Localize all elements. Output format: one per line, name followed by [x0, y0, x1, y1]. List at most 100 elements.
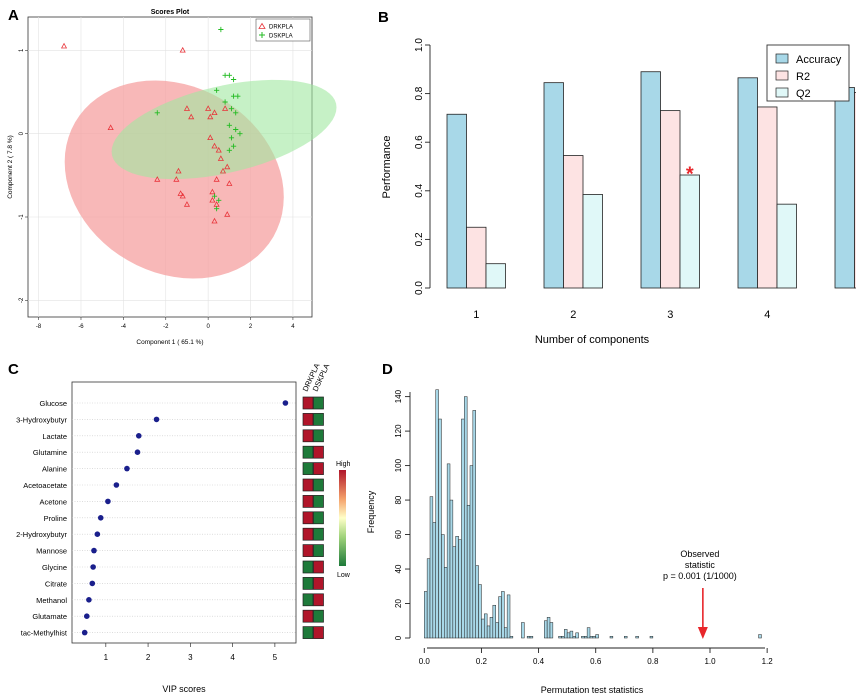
drkpla-point [213, 176, 220, 182]
vip-heatmap [302, 396, 324, 639]
drkpla-point [188, 113, 195, 120]
observed-arrow-head [697, 627, 708, 639]
vip-dot [282, 400, 289, 406]
vip-dot [89, 580, 96, 587]
bar-accuracy-2 [543, 82, 564, 289]
dskpla-point [218, 26, 224, 33]
heatmap-cell [302, 445, 314, 459]
histogram-bar [575, 632, 579, 639]
histogram-xlabel: Permutation test statistics [541, 685, 644, 695]
histogram-bar [635, 636, 639, 639]
vip-dot [97, 515, 104, 521]
histogram-y-tick-label: 140 [394, 389, 403, 403]
scores-x-tick-label: -6 [78, 324, 84, 330]
performance-xlabel: Number of components [535, 334, 650, 346]
drkpla-point [217, 155, 224, 161]
histogram-bar [424, 591, 428, 639]
scores-plot-title: Scores Plot [151, 9, 190, 16]
performance-y-tick-label: 0.8 [414, 86, 425, 100]
heatmap-cell [313, 626, 324, 639]
histogram-y-tick-label: 100 [394, 458, 403, 472]
vip-dot [124, 465, 130, 472]
histogram-bar [461, 418, 465, 639]
heatmap-cell [302, 609, 314, 623]
vip-feature-label: Proline [44, 514, 67, 523]
vip-feature-label: Methanol [36, 596, 67, 605]
scores-plot-x-ticks: -8 -6 -4 -2 0 2 4 [36, 317, 295, 330]
histogram-bar [564, 629, 568, 639]
vip-feature-label: Glutamate [32, 612, 67, 621]
histogram-bar [504, 627, 508, 639]
vip-dot [94, 531, 101, 537]
scores-plot-points [60, 26, 243, 224]
histogram-bar [472, 410, 476, 639]
bar-q2-3 [679, 174, 700, 289]
drkpla-point [107, 124, 114, 131]
drkpla-point [219, 167, 227, 174]
drkpla-point [177, 190, 184, 196]
histogram-bar [526, 636, 531, 639]
vip-feature-label: 3-Hydroxybutyr [16, 415, 67, 424]
histogram-bar [432, 522, 436, 639]
histogram-bar [509, 636, 514, 639]
vip-feature-label: Lactate [42, 432, 67, 441]
histogram-bar [469, 465, 474, 639]
heatmap-cell [302, 560, 314, 574]
histogram-x-tick-label: 1.2 [762, 657, 774, 666]
drkpla-point [154, 176, 161, 182]
legend-label-accuracy: Accuracy [796, 54, 842, 66]
bar-q2-4 [776, 203, 797, 289]
performance-x-tick-label: 4 [764, 309, 770, 321]
drkpla-point [224, 211, 231, 217]
histogram-x-ticks: 0.0 0.2 0.4 0.6 0.8 1.0 1.2 [419, 648, 774, 666]
heatmap-cell [313, 560, 324, 574]
vip-x-ticks: 1 2 3 4 5 [104, 643, 278, 662]
drkpla-point [207, 113, 214, 120]
histogram-bar [544, 620, 548, 639]
scores-y-tick-label: -1 [19, 214, 25, 220]
dskpla-point [226, 122, 232, 128]
panel-letter-c: C [8, 361, 19, 378]
heatmap-cell [302, 462, 314, 475]
scores-x-tick-label: -8 [36, 324, 42, 330]
observed-label-line: p = 0.001 (1/1000) [663, 571, 737, 581]
scores-y-tick-label: 1 [19, 48, 25, 52]
dskpla-point [228, 106, 235, 112]
drkpla-point [179, 46, 186, 53]
dskpla-point [233, 110, 239, 116]
dskpla-point [230, 76, 237, 83]
histogram-bar [584, 636, 588, 639]
histogram-x-tick-label: 0.6 [590, 657, 602, 666]
histogram-bar [484, 613, 488, 639]
vip-dot [153, 416, 160, 423]
drkpla-point [209, 188, 216, 195]
vip-feature-label: Acetone [39, 497, 67, 506]
drkpla-point [211, 217, 218, 224]
histogram-y-ticks: 0 20 40 60 80 100 120 140 [394, 389, 410, 640]
scores-x-tick-label: -2 [163, 324, 169, 330]
vip-rows: Glucose 3-Hydroxybutyr Lactate Glutamine Ala… [16, 399, 296, 638]
vip-dot [91, 547, 97, 554]
dskpla-point [226, 147, 232, 153]
vip-dot [81, 629, 88, 636]
histogram-bar [426, 558, 431, 639]
vip-x-tick-label: 1 [104, 653, 109, 662]
panel-letter-d: D [382, 361, 393, 378]
performance-y-tick-label: 0.0 [414, 281, 425, 295]
heatmap-cell [302, 478, 314, 492]
histogram-bar [452, 546, 456, 639]
histogram-bar [446, 463, 451, 639]
histogram-bar [458, 539, 462, 639]
heatmap-cell [313, 429, 324, 443]
vip-feature-label: Acetoacetate [23, 481, 67, 490]
bar-r2-1 [466, 226, 487, 289]
vip-feature-label: 2-Hydroxybutyr [16, 530, 67, 539]
dskpla-point [214, 87, 220, 93]
colorbar-low-label: Low [337, 572, 351, 579]
histogram-bar [758, 634, 762, 639]
histogram-bar [572, 636, 576, 639]
performance-x-tick-label: 2 [570, 309, 576, 321]
panel-letter-b: B [378, 9, 389, 26]
histogram-bar [609, 636, 614, 639]
